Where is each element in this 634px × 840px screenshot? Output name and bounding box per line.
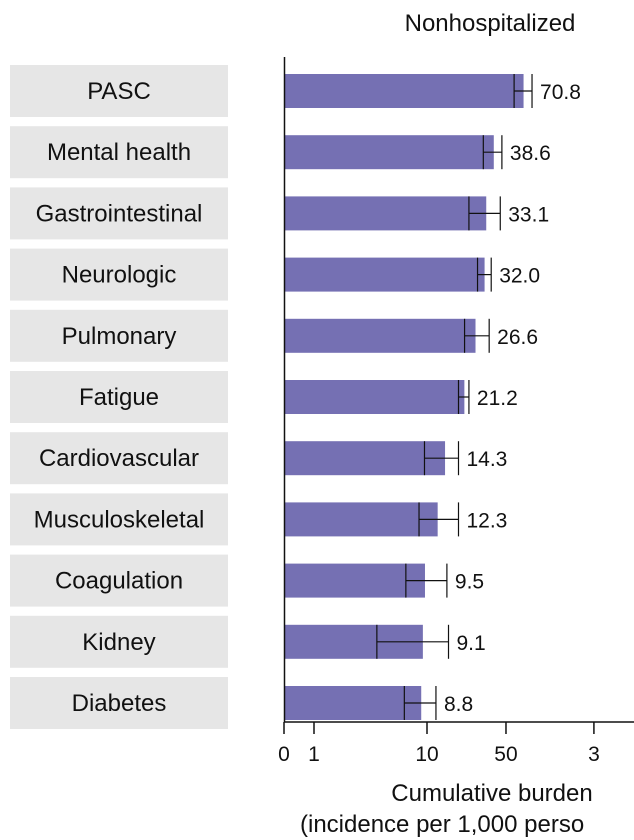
category-label-mental-health: Mental health xyxy=(47,139,191,166)
bar-pasc xyxy=(284,74,524,108)
x-axis-label-line-2: (incidence per 1,000 perso xyxy=(300,811,584,838)
category-box-cardiovascular xyxy=(10,432,228,485)
x-axis-label-line-1: Cumulative burden xyxy=(391,780,592,807)
bar-fatigue xyxy=(284,380,465,414)
bar-musculoskeletal xyxy=(284,502,438,537)
bar-coagulation xyxy=(284,563,425,598)
value-label-cardiovascular: 14.3 xyxy=(466,448,507,471)
category-label-cardiovascular: Cardiovascular xyxy=(39,445,199,472)
value-label-gastrointestinal: 33.1 xyxy=(508,203,549,226)
category-label-neurologic: Neurologic xyxy=(62,262,177,289)
value-label-pasc: 70.8 xyxy=(540,81,581,104)
bar-mental-health xyxy=(284,135,494,170)
category-box-diabetes xyxy=(10,677,228,729)
category-label-pasc: PASC xyxy=(87,78,151,105)
value-label-kidney: 9.1 xyxy=(457,632,486,655)
category-box-coagulation xyxy=(10,554,228,607)
x-tick-label-1: 1 xyxy=(308,743,320,766)
chart-rows: PASC 70.8 Mental health 38.6 Gastrointestina… xyxy=(10,65,581,729)
chart-title: Nonhospitalized xyxy=(405,10,576,37)
category-label-pulmonary: Pulmonary xyxy=(62,323,177,350)
value-label-coagulation: 9.5 xyxy=(455,571,484,594)
category-box-pasc xyxy=(10,65,228,117)
category-box-kidney xyxy=(10,615,228,668)
category-label-diabetes: Diabetes xyxy=(72,690,167,717)
x-tick-label-10: 10 xyxy=(415,743,438,766)
x-tick-label-0: 0 xyxy=(278,743,290,766)
value-label-diabetes: 8.8 xyxy=(444,693,473,716)
value-label-neurologic: 32.0 xyxy=(499,265,540,288)
bar-pulmonary xyxy=(284,318,476,353)
category-box-mental-health xyxy=(10,126,228,179)
category-box-gastrointestinal xyxy=(10,187,228,240)
category-box-neurologic xyxy=(10,248,228,301)
value-label-fatigue: 21.2 xyxy=(477,387,518,410)
x-tick-label-3: 3 xyxy=(588,743,600,766)
bar-diabetes xyxy=(284,686,422,720)
category-box-fatigue xyxy=(10,371,228,423)
x-tick-label-50: 50 xyxy=(494,743,517,766)
category-label-kidney: Kidney xyxy=(82,629,155,656)
value-label-pulmonary: 26.6 xyxy=(497,326,538,349)
x-axis-ticks: 0 1 10 50 3 xyxy=(278,722,600,766)
value-label-mental-health: 38.6 xyxy=(510,142,551,165)
bar-gastrointestinal xyxy=(284,196,487,231)
category-label-coagulation: Coagulation xyxy=(55,568,183,595)
category-label-musculoskeletal: Musculoskeletal xyxy=(34,506,205,533)
bar-cardiovascular xyxy=(284,441,446,476)
category-box-musculoskeletal xyxy=(10,493,228,546)
bar-neurologic xyxy=(284,257,485,292)
category-label-fatigue: Fatigue xyxy=(79,384,159,411)
category-label-gastrointestinal: Gastrointestinal xyxy=(36,200,203,227)
category-box-pulmonary xyxy=(10,309,228,362)
value-label-musculoskeletal: 12.3 xyxy=(466,509,507,532)
